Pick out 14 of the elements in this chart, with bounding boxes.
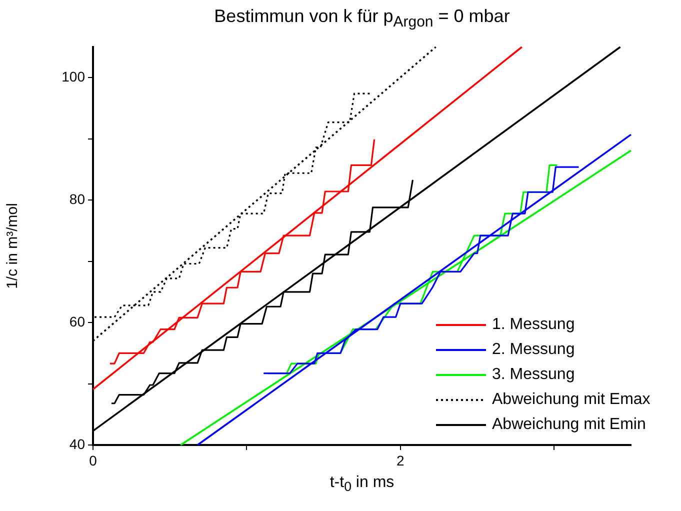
legend-label: Abweichung mit Emax	[492, 390, 650, 410]
legend-label: Abweichung mit Emin	[492, 415, 646, 435]
x-tick-label: 2	[396, 452, 405, 468]
chart-title: Bestimmun von k für p$_{Argon}$ = 0 mbar	[213, 6, 511, 31]
legend-label: 1. Messung	[492, 315, 575, 335]
y-tick-label: 80	[69, 190, 86, 207]
x-axis-title: t-t$_{0}$ in ms	[328, 474, 396, 494]
legend-label: 3. Messung	[492, 365, 575, 385]
x-tick-label: 0	[89, 452, 98, 468]
legend-label: 2. Messung	[492, 340, 575, 360]
y-tick-label: 100	[62, 68, 86, 84]
y-axis-title: 1/c in m³/mol	[4, 203, 22, 289]
y-tick-label: 60	[69, 313, 86, 330]
y-tick-label: 40	[69, 436, 86, 452]
